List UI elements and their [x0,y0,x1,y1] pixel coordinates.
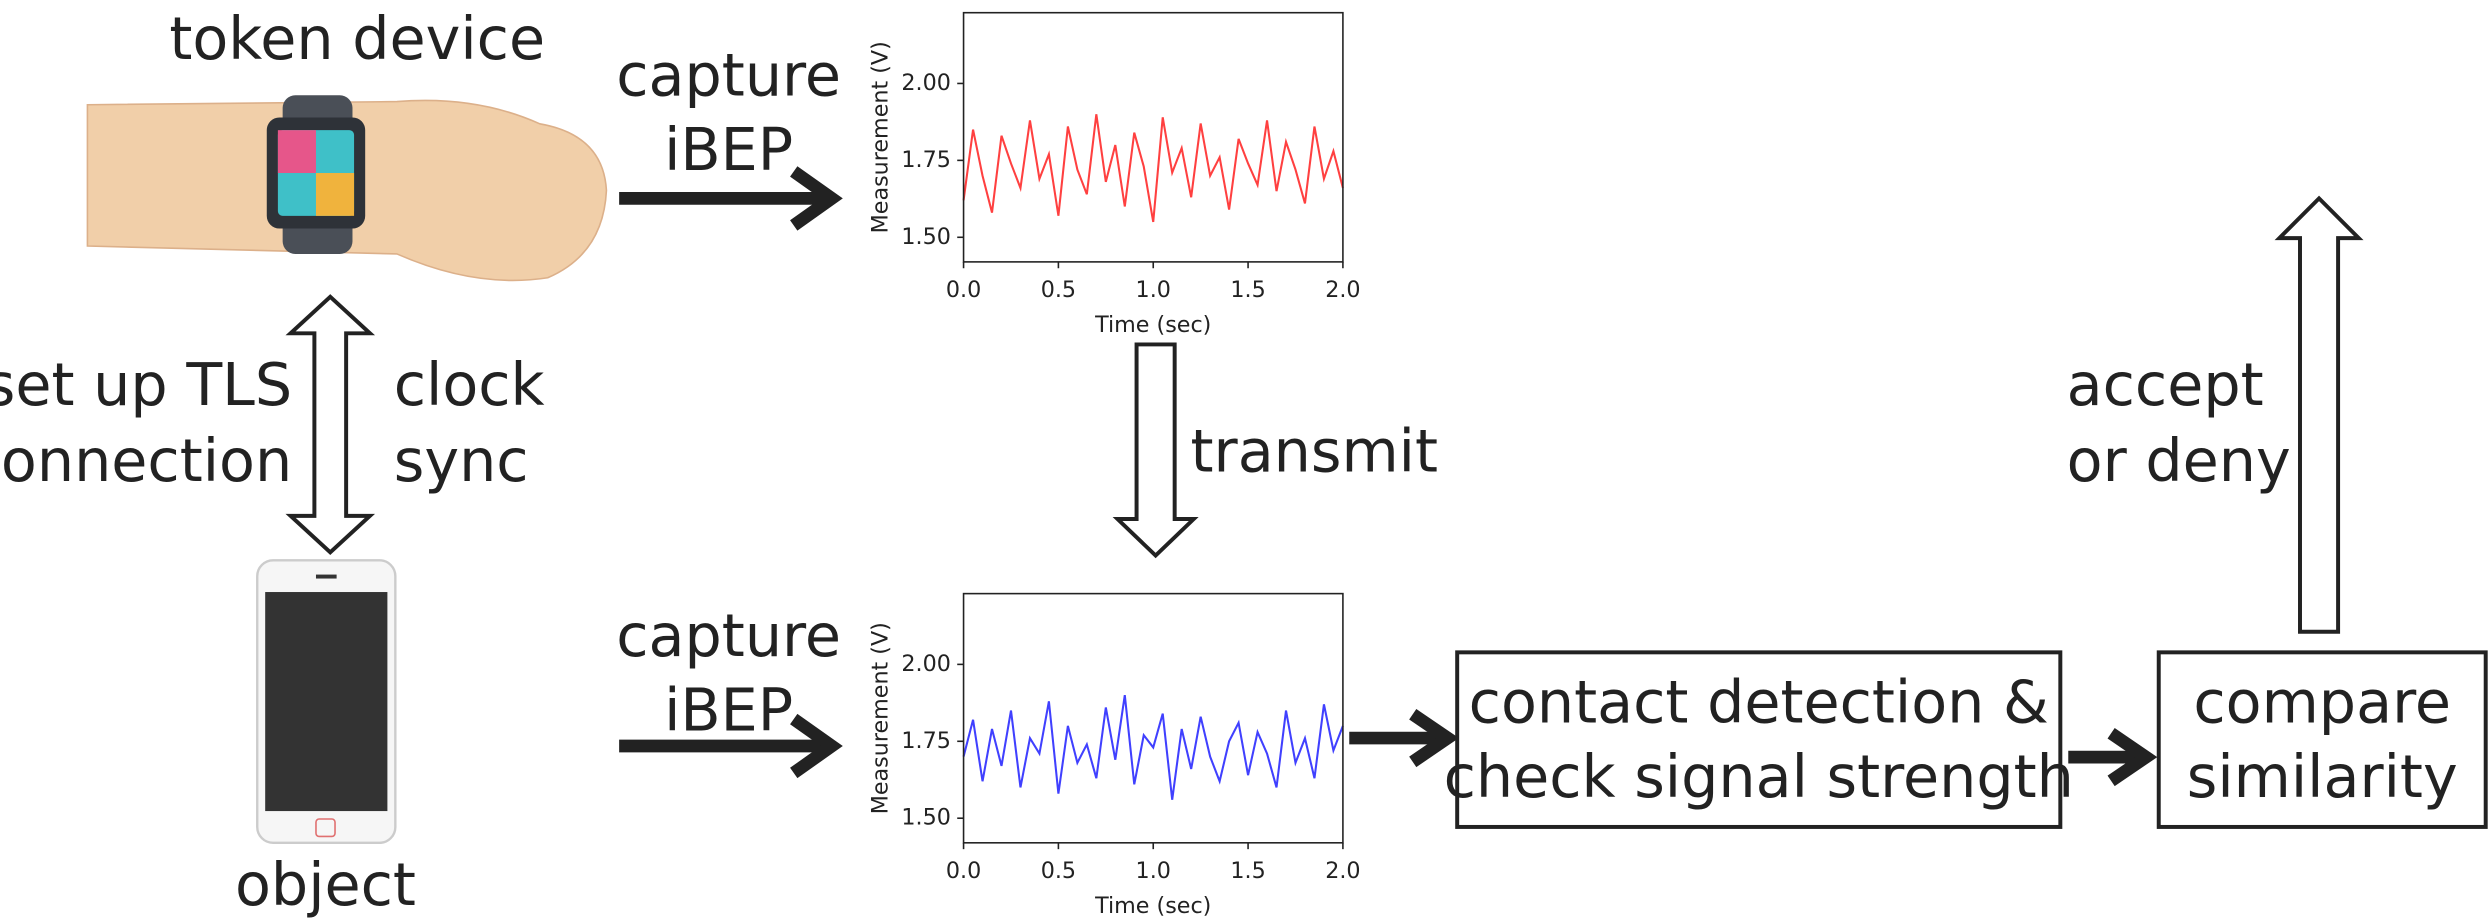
x-tick-label: 0.5 [1041,858,1076,884]
token-device-illustration [86,95,608,282]
y-tick-label: 2.00 [901,651,950,677]
y-tick-label: 1.75 [901,728,950,754]
double-arrow [285,294,376,556]
box-label: check signal strength [1444,742,2074,811]
x-axis-label: Time (sec) [1094,893,1211,919]
object-illustration [256,559,397,845]
decision-label: accept [2067,350,2264,419]
y-tick-label: 2.00 [901,70,950,96]
x-tick-label: 0.0 [946,858,981,884]
detect-box [1455,650,2063,829]
transmit-label: transmit [1191,417,1439,486]
capture-label: iBEP [664,115,793,184]
link-label: clock [394,350,545,419]
signal-line [962,694,1344,800]
capture-label: capture [616,601,841,670]
x-axis-label: Time (sec) [1094,312,1211,338]
y-tick-label: 1.75 [901,147,950,173]
y-tick-label: 1.50 [901,224,950,250]
link-label: connection [0,426,292,495]
x-tick-label: 1.0 [1136,277,1171,303]
link-label: set up TLS [0,350,292,419]
box-label: compare [2193,667,2451,736]
y-axis-label: Measurement (V) [868,622,894,814]
arrow [619,166,2158,787]
x-tick-label: 1.0 [1136,858,1171,884]
decision-label: or deny [2067,426,2291,495]
y-tick-label: 1.50 [901,805,950,831]
capture-label: capture [616,40,841,109]
box-label: similarity [2187,742,2458,811]
object-label: object [235,850,416,919]
x-tick-label: 1.5 [1230,858,1265,884]
transmit-arrow [1112,342,1199,559]
x-tick-label: 0.0 [946,277,981,303]
x-tick-label: 0.5 [1041,277,1076,303]
decision-arrow [2274,195,2364,634]
compare-box [2156,650,2488,829]
box-label: contact detection & [1469,667,2049,736]
plot-frame [962,11,1344,263]
capture-label: iBEP [664,675,793,744]
signal-line [962,114,1344,223]
x-tick-label: 2.0 [1325,858,1360,884]
x-tick-label: 1.5 [1230,277,1265,303]
x-tick-label: 2.0 [1325,277,1360,303]
link-label: sync [394,426,529,495]
y-axis-label: Measurement (V) [868,41,894,233]
token-label: token device [169,4,545,73]
